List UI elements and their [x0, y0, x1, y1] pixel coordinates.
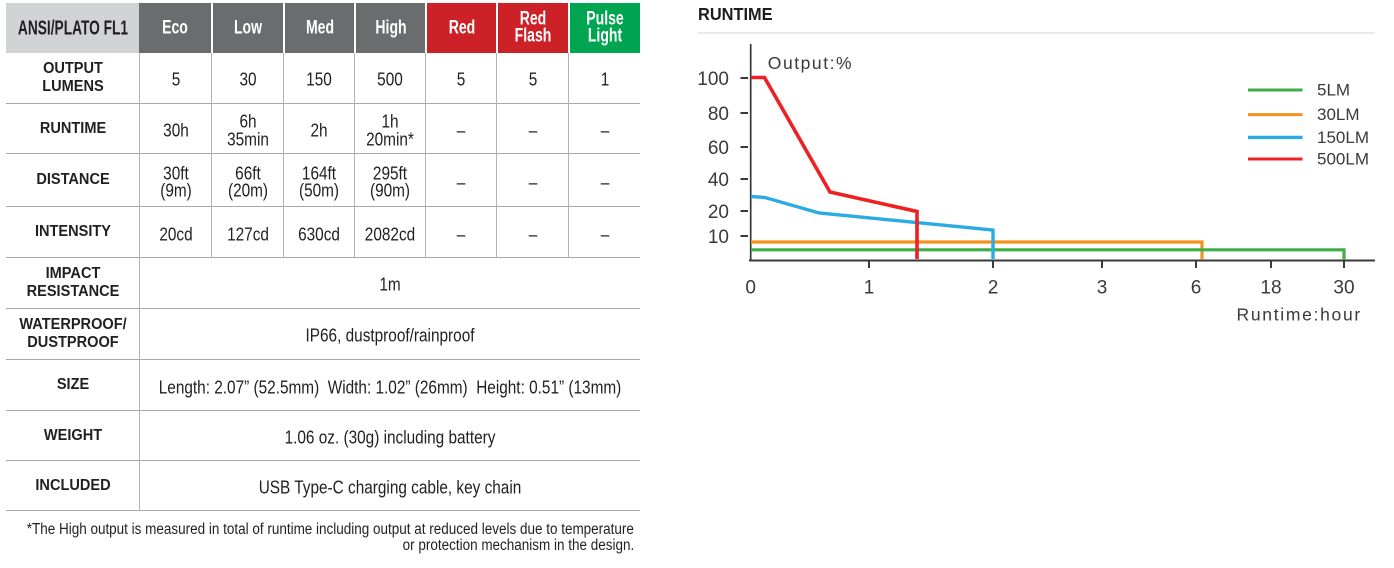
- svg-text:60: 60: [708, 138, 729, 159]
- svg-text:3: 3: [1097, 278, 1108, 299]
- svg-text:2: 2: [988, 278, 999, 299]
- svg-text:80: 80: [708, 104, 729, 125]
- svg-text:150LM: 150LM: [1317, 128, 1369, 147]
- svg-text:6: 6: [1191, 278, 1202, 299]
- svg-text:100: 100: [697, 69, 729, 90]
- svg-text:Runtime:hour: Runtime:hour: [1237, 304, 1362, 324]
- svg-text:10: 10: [708, 227, 729, 248]
- svg-text:20: 20: [708, 202, 729, 223]
- svg-text:1: 1: [864, 278, 875, 299]
- svg-text:0: 0: [745, 278, 756, 299]
- svg-text:18: 18: [1260, 278, 1281, 299]
- svg-text:30LM: 30LM: [1317, 105, 1360, 124]
- svg-text:5LM: 5LM: [1317, 81, 1350, 100]
- svg-text:40: 40: [708, 170, 729, 191]
- svg-text:Output:%: Output:%: [768, 53, 853, 73]
- svg-text:500LM: 500LM: [1317, 150, 1369, 169]
- svg-text:30: 30: [1333, 278, 1354, 299]
